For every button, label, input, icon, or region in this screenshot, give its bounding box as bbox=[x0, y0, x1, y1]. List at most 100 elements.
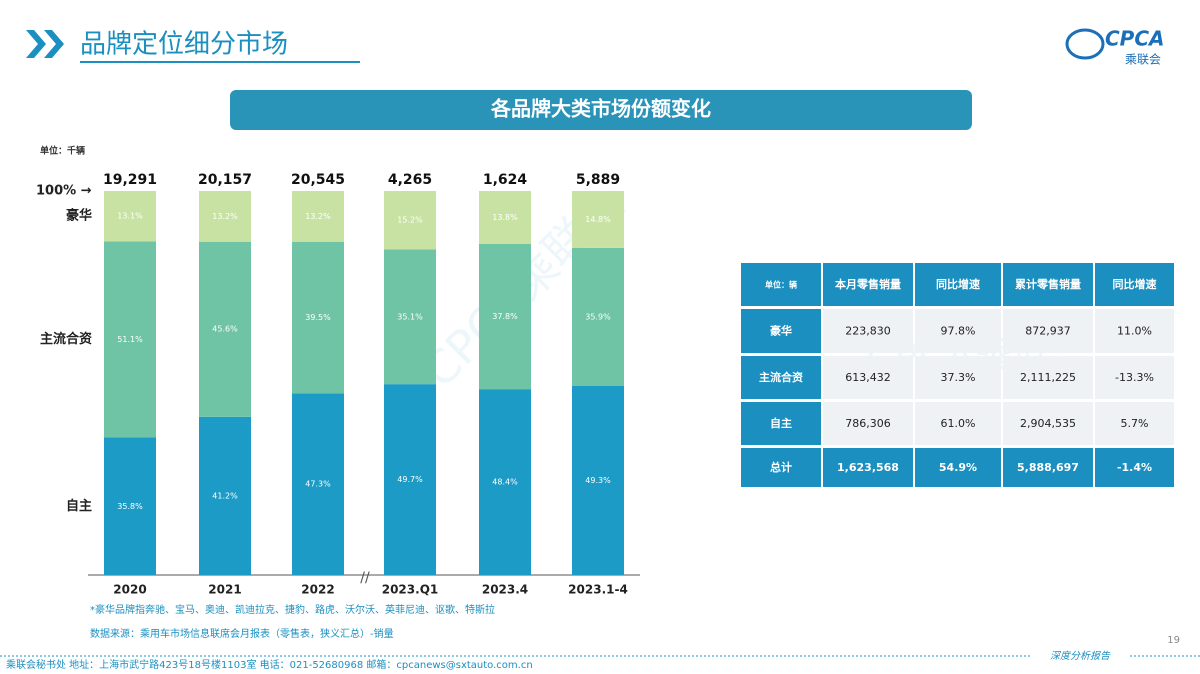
table-cell bbox=[823, 309, 913, 353]
table-cell bbox=[915, 309, 1001, 353]
table-cell-text: 2,111,225 bbox=[1020, 371, 1076, 384]
value-label: 48.4% bbox=[492, 478, 518, 487]
legend-label: 豪华 bbox=[66, 208, 92, 224]
bar-segment bbox=[292, 241, 344, 394]
table-cell-text: 11.0% bbox=[1117, 325, 1152, 338]
value-label: 35.1% bbox=[397, 312, 423, 321]
table-cell bbox=[915, 356, 1001, 399]
bar-segment bbox=[479, 243, 531, 390]
footnote: *豪华品牌指奔驰、宝马、奥迪、凯迪拉克、捷豹、路虎、沃尔沃、英菲尼迪、讴歌、特斯… bbox=[90, 603, 495, 616]
x-tick-label: 2023.Q1 bbox=[382, 583, 439, 597]
table-cell-text: 主流合资 bbox=[759, 370, 803, 384]
bar-segment bbox=[292, 393, 344, 575]
table-cell bbox=[823, 356, 913, 399]
title-bar bbox=[230, 90, 972, 130]
table-cell bbox=[1095, 309, 1174, 353]
table-cell-text: 786,306 bbox=[845, 417, 891, 430]
value-label: 39.5% bbox=[305, 313, 331, 322]
axis-break: // bbox=[360, 570, 370, 586]
table-cell bbox=[823, 402, 913, 445]
bar-segment bbox=[384, 384, 436, 575]
table-cell bbox=[741, 402, 821, 445]
value-label: 41.2% bbox=[212, 491, 238, 500]
bar-segment bbox=[384, 249, 436, 385]
total-label: 4,265 bbox=[388, 172, 432, 188]
table-cell bbox=[1003, 356, 1093, 399]
value-label: 37.8% bbox=[492, 312, 518, 321]
x-tick-label: 2020 bbox=[113, 583, 146, 597]
table-cell-text: 5,888,697 bbox=[1017, 461, 1079, 474]
table-cell-text: 37.3% bbox=[941, 371, 976, 384]
value-label: 13.8% bbox=[492, 213, 518, 222]
table-cell-text: 54.9% bbox=[939, 461, 977, 474]
value-label: 35.8% bbox=[117, 502, 143, 511]
footnote: 数据来源：乘用车市场信息联席会月报表（零售表，狭义汇总）-销量 bbox=[90, 627, 394, 640]
bar-segment bbox=[104, 241, 156, 438]
bar-segment bbox=[199, 191, 251, 242]
bar-segment bbox=[384, 191, 436, 250]
bar-segment bbox=[572, 191, 624, 248]
legend-label: 主流合资 bbox=[40, 331, 92, 347]
logo-mark bbox=[1065, 28, 1105, 60]
table-cell-text: 总计 bbox=[770, 460, 792, 474]
table-cell bbox=[1095, 448, 1174, 487]
value-label: 45.6% bbox=[212, 325, 238, 334]
table-cell bbox=[741, 356, 821, 399]
table-cell bbox=[823, 263, 913, 306]
table-header: 同比增速 bbox=[1113, 277, 1157, 291]
value-label: 15.2% bbox=[397, 216, 423, 225]
table-cell-text: 872,937 bbox=[1025, 325, 1071, 338]
header-title: 品牌定位细分市场 bbox=[80, 30, 288, 60]
total-label: 19,291 bbox=[103, 172, 157, 188]
x-tick-label: 2023.4 bbox=[482, 583, 528, 597]
legend-label: 自主 bbox=[66, 498, 92, 514]
table-cell bbox=[915, 448, 1001, 487]
x-tick-label: 2022 bbox=[301, 583, 334, 597]
bar-segment bbox=[479, 389, 531, 575]
bar-segment bbox=[292, 191, 344, 242]
table-cell bbox=[741, 309, 821, 353]
table-cell bbox=[1095, 263, 1174, 306]
x-tick-label: 2023.1-4 bbox=[568, 583, 628, 597]
table-cell bbox=[1095, 402, 1174, 445]
footer-contact: 乘联会秘书处 地址：上海市武宁路423号18号楼1103室 电话：021-526… bbox=[6, 658, 533, 671]
unit-label: 单位：千辆 bbox=[40, 145, 85, 157]
table-cell bbox=[741, 448, 821, 487]
total-label: 5,889 bbox=[576, 172, 620, 188]
table-cell bbox=[915, 263, 1001, 306]
table-cell bbox=[823, 448, 913, 487]
total-label: 20,157 bbox=[198, 172, 252, 188]
table-cell bbox=[915, 402, 1001, 445]
table-cell bbox=[1003, 263, 1093, 306]
table-cell-text: 223,830 bbox=[845, 325, 891, 338]
total-label: 20,545 bbox=[291, 172, 345, 188]
table-header: 单位：辆 bbox=[765, 280, 797, 290]
table-cell bbox=[1003, 402, 1093, 445]
table-cell-text: 5.7% bbox=[1121, 417, 1149, 430]
table-cell bbox=[1003, 448, 1093, 487]
table-cell-text: -1.4% bbox=[1117, 461, 1152, 474]
x-tick-label: 2021 bbox=[208, 583, 241, 597]
table-cell-text: 1,623,568 bbox=[837, 461, 899, 474]
value-label: 51.1% bbox=[117, 335, 143, 344]
table-cell-text: 97.8% bbox=[941, 325, 976, 338]
y-tick-label: 100% → bbox=[36, 184, 92, 199]
logo-sub: 乘联会 bbox=[1125, 53, 1161, 67]
bar-segment bbox=[104, 437, 156, 575]
table-cell-text: 自主 bbox=[770, 416, 792, 430]
header-chevron bbox=[26, 30, 64, 58]
bar-segment bbox=[479, 191, 531, 244]
page-number: 19 bbox=[1167, 635, 1180, 646]
value-label: 47.3% bbox=[305, 480, 331, 489]
table-cell bbox=[741, 263, 821, 306]
table-cell-text: -13.3% bbox=[1115, 371, 1154, 384]
table-cell-text: 61.0% bbox=[941, 417, 976, 430]
bar-segment bbox=[199, 416, 251, 575]
table-header: 本月零售销量 bbox=[835, 277, 901, 291]
value-label: 13.2% bbox=[305, 212, 331, 221]
value-label: 13.2% bbox=[212, 212, 238, 221]
bar-segment bbox=[199, 241, 251, 417]
value-label: 14.8% bbox=[585, 215, 611, 224]
table-header: 累计零售销量 bbox=[1015, 277, 1081, 291]
